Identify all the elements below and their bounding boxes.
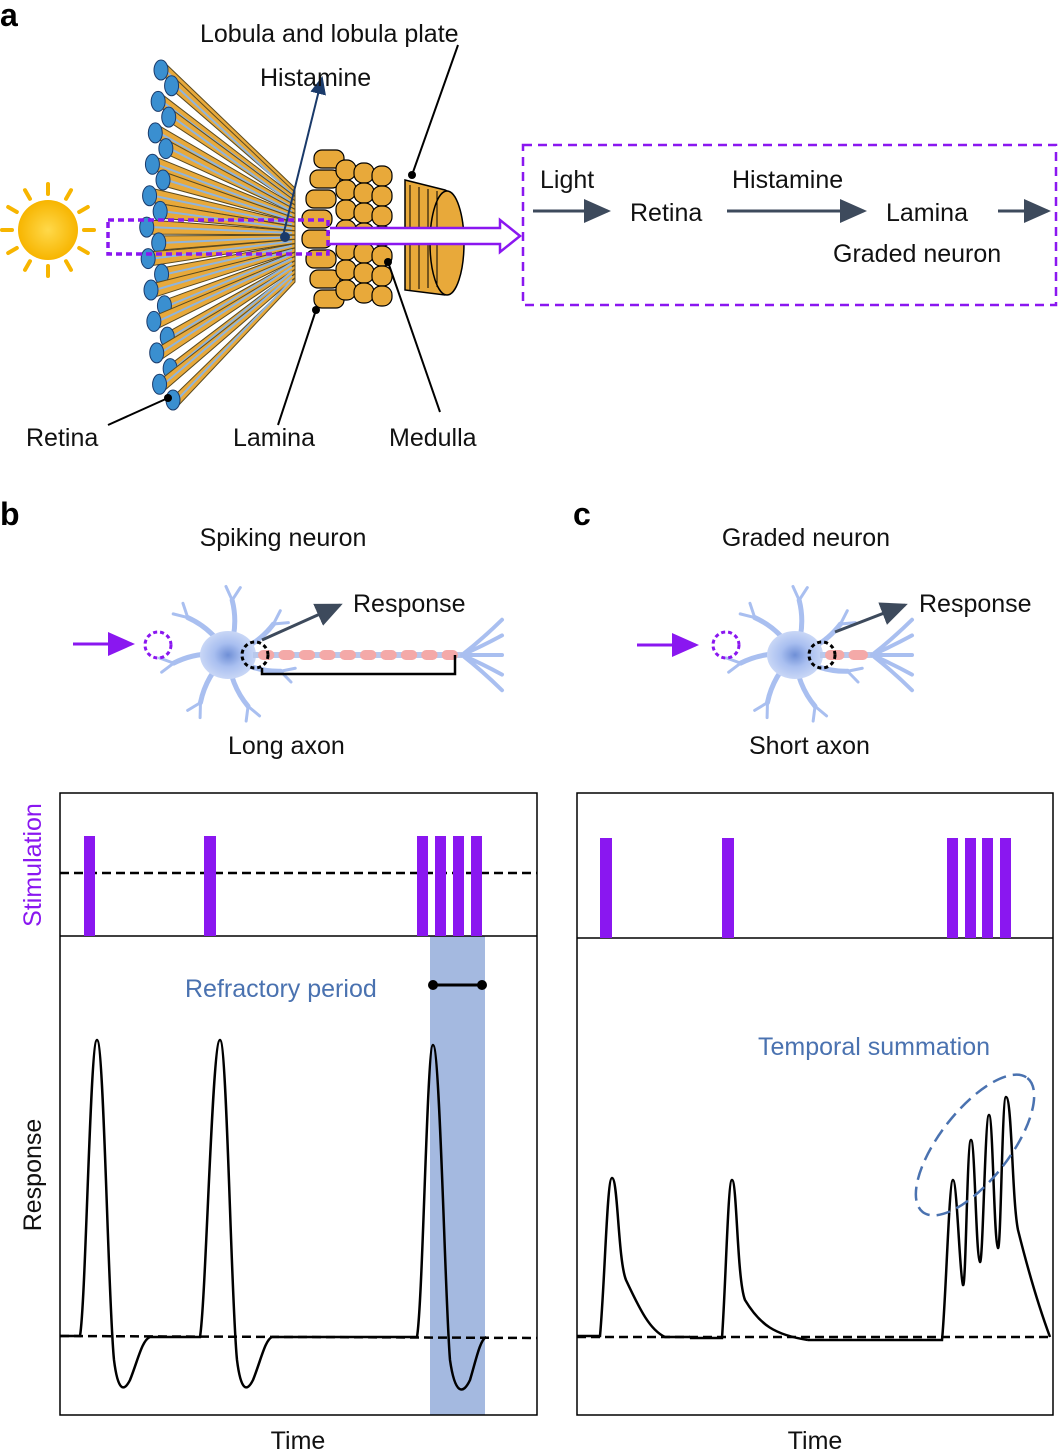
spiking-neuron-illustration [158, 584, 504, 723]
response-arrow [261, 603, 343, 642]
panel-c-title: Graded neuron [722, 524, 890, 552]
fly-visual-system-illustration [139, 59, 465, 411]
graded-trace [577, 1095, 1052, 1342]
retina-leader-line [107, 397, 169, 426]
panel-a-label: a [0, 0, 18, 33]
refractory-shade [430, 936, 485, 1415]
axon-length-bracket [260, 655, 457, 676]
stimulation-axis-label: Stimulation [19, 803, 47, 927]
panel-b-axon-label: Long axon [228, 732, 345, 760]
lamina-leader-line [277, 309, 317, 426]
pathway-lamina: Lamina [886, 199, 968, 227]
histamine-label: Histamine [260, 64, 371, 92]
panel-c-time-label: Time [788, 1427, 843, 1451]
spike-trace [60, 1038, 487, 1391]
panel-c-label: c [573, 496, 591, 532]
pathway-box: Light Retina Histamine Lamina Graded neu… [521, 143, 1058, 307]
pathway-graded-neuron: Graded neuron [833, 240, 1001, 268]
pathway-retina: Retina [630, 199, 702, 227]
panel-b-time-label: Time [271, 1427, 326, 1451]
stimulation-bars [600, 838, 1011, 938]
medulla-leader-line [387, 261, 441, 413]
response-axis-label: Response [19, 1119, 47, 1232]
dashed-selection-box [106, 218, 330, 256]
lobula-leader-line [411, 44, 459, 176]
panel-b-label: b [0, 496, 20, 532]
graded-plot: Temporal summation Time [576, 792, 1054, 1451]
pathway-light: Light [540, 166, 594, 194]
response-arrow [834, 602, 908, 634]
pathway-histamine: Histamine [732, 166, 843, 194]
histamine-arrow [282, 76, 326, 237]
refractory-period-label: Refractory period [185, 975, 377, 1003]
lamina-label: Lamina [233, 424, 315, 452]
retina-label: Retina [26, 424, 98, 452]
panel-c-axon-label: Short axon [749, 732, 870, 760]
lobula-label: Lobula and lobula plate [200, 20, 459, 48]
graded-neuron-illustration [725, 584, 914, 723]
sun-icon [0, 182, 96, 278]
panel-b-title: Spiking neuron [200, 524, 367, 552]
stimulation-bars [84, 836, 482, 936]
panel-b-response-label: Response [353, 590, 466, 618]
hollow-arrow [330, 217, 523, 255]
spiking-plot: Refractory period Stimulation Response T… [19, 792, 538, 1451]
medulla-label: Medulla [389, 424, 477, 452]
temporal-summation-label: Temporal summation [758, 1033, 990, 1061]
panel-c-response-label: Response [919, 590, 1032, 618]
